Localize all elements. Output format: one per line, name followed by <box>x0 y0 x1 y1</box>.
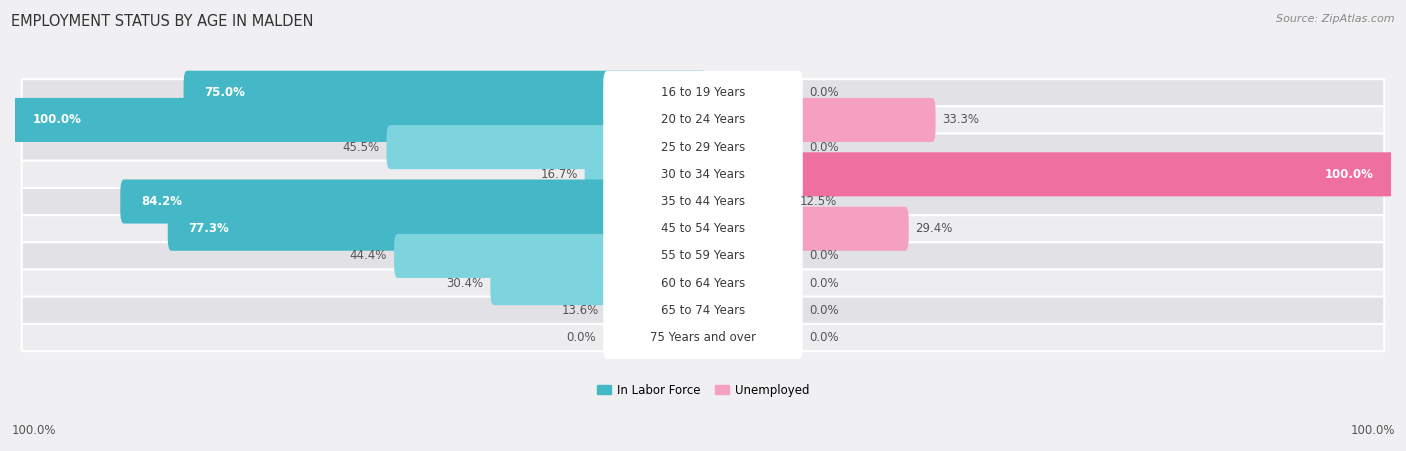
FancyBboxPatch shape <box>603 234 803 278</box>
FancyBboxPatch shape <box>603 262 803 305</box>
Text: 77.3%: 77.3% <box>188 222 229 235</box>
FancyBboxPatch shape <box>603 289 803 332</box>
FancyBboxPatch shape <box>21 297 1385 324</box>
FancyBboxPatch shape <box>21 215 1385 242</box>
FancyBboxPatch shape <box>21 106 1385 133</box>
FancyBboxPatch shape <box>603 152 803 196</box>
Text: 13.6%: 13.6% <box>562 304 599 317</box>
FancyBboxPatch shape <box>11 98 706 142</box>
FancyBboxPatch shape <box>21 270 1385 297</box>
FancyBboxPatch shape <box>700 179 793 224</box>
FancyBboxPatch shape <box>394 234 706 278</box>
FancyBboxPatch shape <box>21 324 1385 351</box>
Text: 60 to 64 Years: 60 to 64 Years <box>661 276 745 290</box>
FancyBboxPatch shape <box>387 125 706 169</box>
Text: 55 to 59 Years: 55 to 59 Years <box>661 249 745 262</box>
FancyBboxPatch shape <box>21 79 1385 106</box>
Text: 33.3%: 33.3% <box>942 114 980 126</box>
Text: 100.0%: 100.0% <box>1324 168 1374 181</box>
FancyBboxPatch shape <box>603 207 803 250</box>
Text: 75 Years and over: 75 Years and over <box>650 331 756 344</box>
Text: 16.7%: 16.7% <box>540 168 578 181</box>
Text: 0.0%: 0.0% <box>810 304 839 317</box>
Text: Source: ZipAtlas.com: Source: ZipAtlas.com <box>1277 14 1395 23</box>
FancyBboxPatch shape <box>21 188 1385 215</box>
Text: 20 to 24 Years: 20 to 24 Years <box>661 114 745 126</box>
Text: 100.0%: 100.0% <box>11 424 56 437</box>
FancyBboxPatch shape <box>700 98 935 142</box>
FancyBboxPatch shape <box>700 207 908 251</box>
FancyBboxPatch shape <box>121 179 706 224</box>
FancyBboxPatch shape <box>167 207 706 251</box>
Text: 45.5%: 45.5% <box>343 141 380 154</box>
Text: 25 to 29 Years: 25 to 29 Years <box>661 141 745 154</box>
Text: 45 to 54 Years: 45 to 54 Years <box>661 222 745 235</box>
FancyBboxPatch shape <box>585 152 706 196</box>
FancyBboxPatch shape <box>606 288 706 332</box>
Text: 0.0%: 0.0% <box>810 141 839 154</box>
Text: 35 to 44 Years: 35 to 44 Years <box>661 195 745 208</box>
Text: 0.0%: 0.0% <box>810 86 839 99</box>
FancyBboxPatch shape <box>603 125 803 169</box>
Text: 0.0%: 0.0% <box>567 331 596 344</box>
Text: 100.0%: 100.0% <box>32 114 82 126</box>
FancyBboxPatch shape <box>700 152 1395 196</box>
FancyBboxPatch shape <box>603 98 803 142</box>
FancyBboxPatch shape <box>603 71 803 115</box>
Text: 30 to 34 Years: 30 to 34 Years <box>661 168 745 181</box>
FancyBboxPatch shape <box>21 242 1385 270</box>
Text: 44.4%: 44.4% <box>350 249 387 262</box>
FancyBboxPatch shape <box>603 180 803 223</box>
Text: 0.0%: 0.0% <box>810 249 839 262</box>
Text: 29.4%: 29.4% <box>915 222 953 235</box>
Text: 75.0%: 75.0% <box>204 86 245 99</box>
Legend: In Labor Force, Unemployed: In Labor Force, Unemployed <box>592 379 814 401</box>
Text: 30.4%: 30.4% <box>446 276 484 290</box>
Text: 12.5%: 12.5% <box>800 195 837 208</box>
FancyBboxPatch shape <box>603 316 803 359</box>
Text: 100.0%: 100.0% <box>1350 424 1395 437</box>
Text: 84.2%: 84.2% <box>141 195 181 208</box>
FancyBboxPatch shape <box>184 71 706 115</box>
FancyBboxPatch shape <box>21 133 1385 161</box>
FancyBboxPatch shape <box>491 261 706 305</box>
Text: 16 to 19 Years: 16 to 19 Years <box>661 86 745 99</box>
Text: 0.0%: 0.0% <box>810 276 839 290</box>
Text: 65 to 74 Years: 65 to 74 Years <box>661 304 745 317</box>
FancyBboxPatch shape <box>21 161 1385 188</box>
Text: EMPLOYMENT STATUS BY AGE IN MALDEN: EMPLOYMENT STATUS BY AGE IN MALDEN <box>11 14 314 28</box>
Text: 0.0%: 0.0% <box>810 331 839 344</box>
